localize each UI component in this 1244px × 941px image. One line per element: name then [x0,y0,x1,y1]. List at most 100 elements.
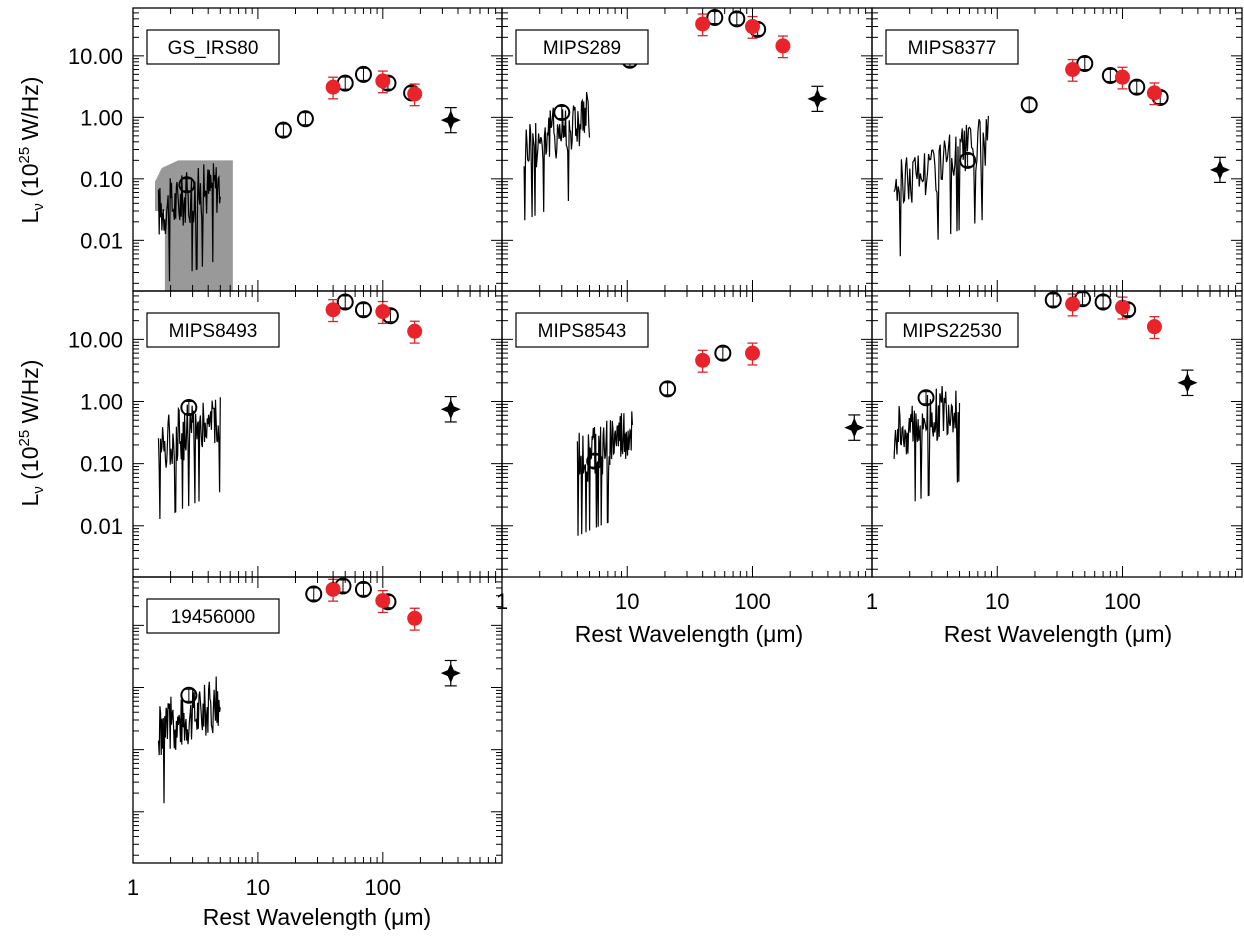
y-tick-label: 0.01 [80,514,123,539]
filled-point [744,19,760,35]
y-tick-label: 10.00 [68,44,123,69]
filled-point [1065,61,1081,77]
filled-point [1114,69,1130,85]
x-tick-label: 1 [127,875,139,900]
xlabel-col1: Rest Wavelength (μm) [203,904,431,930]
panel-label: GS_IRS80 [168,38,259,59]
open-circle-point [959,151,977,169]
filled-point [325,581,341,597]
filled-point [695,16,711,32]
xlabel-col2: Rest Wavelength (μm) [575,621,803,647]
panel-data [157,293,461,520]
open-circle-point [1128,78,1146,96]
y-tick-label: 1.00 [80,390,123,415]
filled-point [375,73,391,89]
panel-data [576,342,865,536]
open-circle-point [180,686,198,704]
panel-label: MIPS289 [543,38,621,59]
panel-data [893,55,1230,257]
panel-mips289: MIPS289 [501,7,873,292]
open-circle-point [274,121,292,139]
panel-label: MIPS22530 [902,321,1001,342]
open-circle-point [180,399,198,417]
y-tick-label: 0.01 [80,228,123,253]
open-circle-point [1020,96,1038,114]
filled-point [325,302,341,318]
y-tick-label: 0.10 [80,452,123,477]
panel-19456000: 1 10 100 19456000 [127,576,503,900]
submm-star-point [1177,372,1198,393]
panel-data [157,577,461,804]
panel-data [523,9,828,221]
x-tick-label: 100 [364,875,401,900]
open-circle-point [354,65,372,83]
irs-spectrum [893,385,961,502]
spectrum-uncertainty-band [154,160,233,291]
open-circle-point [178,176,196,194]
panel-label-box [146,312,280,348]
y-tick-label: 10.00 [68,327,123,352]
filled-point [375,593,391,609]
open-circle-point [354,301,372,319]
panel-label-box [146,598,280,634]
open-circle-point [586,452,604,470]
irs-spectrum [576,411,633,536]
panel-mips8377: MIPS8377 [871,7,1243,292]
panel-label: 19456000 [171,607,256,628]
x-tick-label: 1 [866,589,878,614]
panel-mips8493: 0.01 0.10 1.00 10.00 MIPS8493 [68,290,503,578]
submm-star-point [440,110,461,131]
filled-point [325,79,341,95]
filled-point [695,352,711,368]
open-circle-point [659,380,677,398]
panel-label-box [146,29,280,65]
irs-spectrum [157,676,221,804]
submm-star-point [844,417,865,438]
panel-gs_irs80: 0.01 0.10 1.00 10.00 GS_IRS80 [68,7,503,292]
open-circle-point [1076,55,1094,73]
open-circle-point [296,110,314,128]
x-tick-label: 10 [246,875,270,900]
filled-point [375,304,391,320]
x-tick-label: 10 [985,589,1009,614]
open-circle-point [1044,291,1062,309]
filled-point [407,86,423,102]
filled-point [407,323,423,339]
open-circle-point [714,344,732,362]
y-tick-label: 0.10 [80,167,123,192]
panel-mips22530: 1 10 100 MIPS22530 [866,290,1243,614]
panel-label-box [515,312,649,348]
open-circle-point [305,585,323,603]
filled-point [1146,85,1162,101]
open-circle-point [917,389,935,407]
irs-spectrum [523,91,591,221]
filled-point [1146,319,1162,335]
panel-label: MIPS8493 [169,321,258,342]
filled-point [407,610,423,626]
ylabel-row2: Lν (1025 W/Hz) [16,360,47,507]
filled-point [1065,296,1081,312]
y-tick-label: 1.00 [80,105,123,130]
filled-point [1114,299,1130,315]
xlabel-col3: Rest Wavelength (μm) [944,621,1172,647]
irs-spectrum [157,163,221,282]
x-tick-label: 100 [734,589,771,614]
panel-label-box [885,29,1019,65]
ylabel-row1: Lν (1025 W/Hz) [16,77,47,224]
panel-data [154,65,461,291]
panel-label-box [515,29,649,65]
submm-star-point [1209,159,1230,180]
x-tick-label: 10 [615,589,639,614]
submm-star-point [440,399,461,420]
submm-star-point [440,663,461,684]
irs-spectrum [893,115,989,257]
panel-label-box [885,312,1019,348]
panel-label: MIPS8377 [908,38,997,59]
filled-point [744,345,760,361]
submm-star-point [807,88,828,109]
filled-point [775,38,791,54]
open-circle-point [728,10,746,28]
panel-label: MIPS8543 [538,321,627,342]
